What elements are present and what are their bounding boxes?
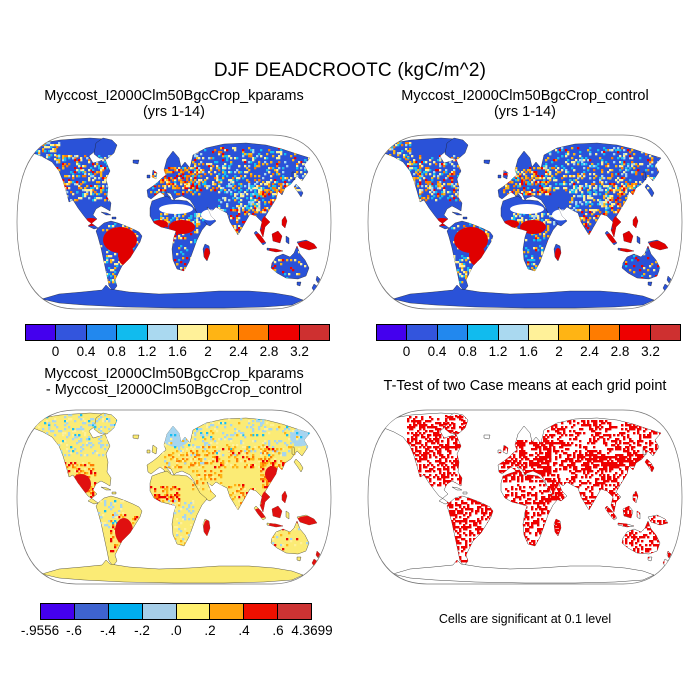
panel-title-bottom-right: T-Test of two Case means at each grid po… bbox=[383, 378, 667, 394]
significance-caption: Cells are significant at 0.1 level bbox=[438, 612, 612, 626]
colorbar-tick-label: 0 bbox=[51, 344, 60, 359]
colorbar-tick-label: 1.2 bbox=[488, 344, 508, 359]
panel-title-top-right-line2: (yrs 1-14) bbox=[493, 103, 557, 120]
panel-title-bottom-left-line2: - Myccost_I2000Clm50BgcCrop_control bbox=[45, 381, 303, 398]
colorbar-tick-label: .4 bbox=[238, 623, 250, 638]
colorbar-segment bbox=[269, 325, 300, 340]
map-difference bbox=[16, 409, 332, 585]
colorbar-segment bbox=[108, 604, 143, 619]
panel-title-top-left-line1: Myccost_I2000Clm50BgcCrop_kparams bbox=[44, 88, 304, 104]
colorbar-tick-label: 2 bbox=[204, 344, 212, 359]
colorbar-segment bbox=[407, 325, 438, 340]
colorbar-tick-label: 2 bbox=[555, 344, 563, 359]
colorbar-tick-label: -.2 bbox=[134, 623, 150, 638]
colorbar-tick-label: 0.4 bbox=[427, 344, 447, 359]
colorbar-segment bbox=[178, 325, 209, 340]
colorbar-segment bbox=[650, 325, 681, 340]
colorbar-segment bbox=[147, 325, 179, 340]
colorbar-tick-label: 2.8 bbox=[610, 344, 630, 359]
colorbar-segment bbox=[589, 325, 621, 340]
colorbar-segment bbox=[74, 604, 109, 619]
colorbar-tick-label: 0.8 bbox=[107, 344, 126, 359]
colorbar-segment bbox=[498, 325, 530, 340]
colorbar-labels: 0 0.4 0.8 1.2 1.6 2 2.4 2.8 3.2 bbox=[376, 344, 681, 360]
colorbar-strip bbox=[40, 603, 312, 620]
panel-title-top-right: Myccost_I2000Clm50BgcCrop_control (yrs 1… bbox=[365, 88, 685, 120]
colorbar-tick-label: 2.4 bbox=[229, 344, 248, 359]
panel-title-top-right-line1: Myccost_I2000Clm50BgcCrop_control bbox=[401, 88, 649, 104]
colorbar-tick-label: 2.4 bbox=[580, 344, 599, 359]
colorbar-labels: 0 0.4 0.8 1.2 1.6 2 2.4 2.8 3.2 bbox=[25, 344, 330, 360]
colorbar-tick-label: .0 bbox=[170, 623, 182, 638]
colorbar-strip bbox=[25, 324, 330, 341]
colorbar-segment bbox=[238, 325, 270, 340]
colorbar-tick-label: 0.4 bbox=[76, 344, 96, 359]
colorbar-segment bbox=[41, 604, 75, 619]
colorbar-tick-label: -.4 bbox=[100, 623, 116, 638]
colorbar-strip bbox=[376, 324, 681, 341]
colorbar-segment bbox=[529, 325, 560, 340]
colorbar-segment bbox=[26, 325, 57, 340]
map-land-group bbox=[383, 412, 672, 584]
map-kparams-mean bbox=[16, 134, 332, 310]
colorbar-segment bbox=[208, 325, 239, 340]
colorbar-tick-label: 0.8 bbox=[458, 344, 477, 359]
colorbar-segment bbox=[377, 325, 408, 340]
colorbar-segment bbox=[620, 325, 651, 340]
colorbar-segment bbox=[117, 325, 148, 340]
colorbar-tick-label: 3.2 bbox=[290, 344, 309, 359]
panel-title-bottom-left: Myccost_I2000Clm50BgcCrop_kparams - Mycc… bbox=[14, 366, 334, 398]
colorbar-top-right: 0 0.4 0.8 1.2 1.6 2 2.4 2.8 3.2 bbox=[376, 324, 681, 360]
colorbar-segment bbox=[86, 325, 118, 340]
colorbar-segment bbox=[278, 604, 311, 619]
map-control-mean bbox=[367, 134, 683, 310]
colorbar-bottom-left: -.9556 -.6 -.4 -.2 .0 .2 .4 .6 4.3699 bbox=[21, 603, 333, 639]
colorbar-segment bbox=[56, 325, 87, 340]
colorbar-tick-label: 4.3699 bbox=[291, 623, 333, 638]
colorbar-segment bbox=[299, 325, 330, 340]
colorbar-tick-label: 3.2 bbox=[641, 344, 660, 359]
colorbar-tick-label: .2 bbox=[204, 623, 216, 638]
colorbar-segment bbox=[437, 325, 469, 340]
colorbar-segment bbox=[559, 325, 590, 340]
colorbar-segment bbox=[210, 604, 245, 619]
panel-title-top-left-line2: (yrs 1-14) bbox=[142, 103, 206, 120]
figure-title: DJF DEADCROOTC (kgC/m^2) bbox=[213, 60, 487, 81]
colorbar-tick-label: 1.2 bbox=[137, 344, 157, 359]
colorbar-top-left: 0 0.4 0.8 1.2 1.6 2 2.4 2.8 3.2 bbox=[25, 324, 330, 360]
colorbar-tick-label: 1.6 bbox=[168, 344, 187, 359]
colorbar-segment bbox=[142, 604, 177, 619]
colorbar-tick-label: 2.8 bbox=[259, 344, 279, 359]
colorbar-tick-label: .6 bbox=[272, 623, 284, 638]
colorbar-tick-label: 0 bbox=[402, 344, 411, 359]
colorbar-tick-label: -.9556 bbox=[20, 623, 60, 638]
panel-title-top-left: Myccost_I2000Clm50BgcCrop_kparams (yrs 1… bbox=[14, 88, 334, 120]
colorbar-labels: -.9556 -.6 -.4 -.2 .0 .2 .4 .6 4.3699 bbox=[21, 623, 333, 639]
colorbar-segment bbox=[468, 325, 499, 340]
colorbar-segment bbox=[244, 604, 279, 619]
panel-title-bottom-left-line1: Myccost_I2000Clm50BgcCrop_kparams bbox=[44, 366, 304, 382]
colorbar-segment bbox=[176, 604, 211, 619]
colorbar-tick-label: 1.6 bbox=[519, 344, 538, 359]
colorbar-tick-label: -.6 bbox=[66, 623, 82, 638]
map-ttest-significance bbox=[367, 409, 683, 585]
